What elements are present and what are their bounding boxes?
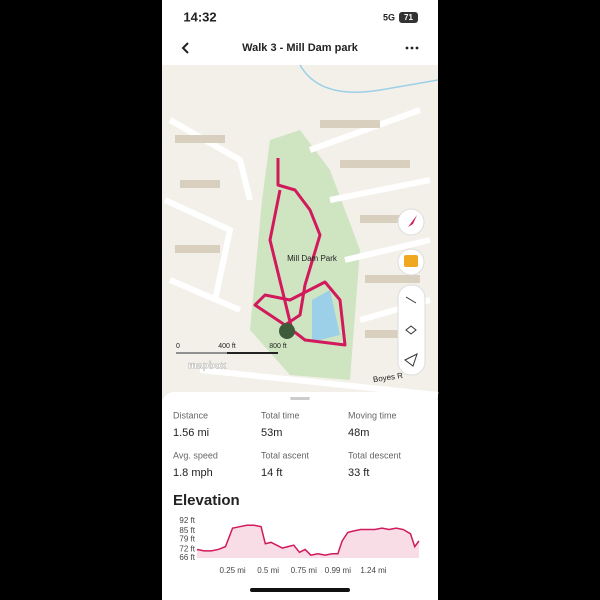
- stat-label: Moving time: [348, 410, 397, 420]
- stat-label: Total ascent: [261, 450, 310, 460]
- more-button[interactable]: [405, 46, 419, 50]
- map-controls[interactable]: [397, 284, 426, 376]
- park-label: Mill Dam Park: [287, 254, 338, 263]
- y-tick-label: 72 ft: [179, 545, 195, 554]
- chart-title: Elevation: [173, 492, 240, 509]
- y-tick-label: 92 ft: [179, 516, 195, 525]
- scale-label: 800 ft: [269, 343, 287, 350]
- battery-icon: [399, 12, 418, 23]
- home-indicator: [250, 588, 350, 592]
- stat-label: Distance: [173, 410, 208, 420]
- stat-value: 48m: [348, 427, 369, 439]
- grabber: [290, 397, 310, 400]
- stat-value: 53m: [261, 427, 282, 439]
- stat-label: Avg. speed: [173, 450, 218, 460]
- x-tick-label: 0.75 mi: [291, 566, 317, 575]
- elevation-area: [197, 525, 419, 558]
- road-label: Boyes R: [372, 371, 403, 384]
- battery: 71: [404, 13, 413, 22]
- y-tick-label: 66 ft: [179, 553, 195, 562]
- header-title: Walk 3 - Mill Dam park: [242, 42, 359, 54]
- x-tick-label: 0.25 mi: [219, 566, 245, 575]
- attribution: mapbox: [188, 361, 227, 372]
- y-tick-label: 85 ft: [179, 526, 195, 535]
- stat-value: 1.8 mph: [173, 467, 213, 479]
- network: 5G: [383, 12, 395, 22]
- y-tick-label: 79 ft: [179, 535, 195, 544]
- stat-value: 14 ft: [261, 467, 282, 479]
- time: 14:32: [183, 9, 216, 24]
- stat-value: 33 ft: [348, 467, 369, 479]
- stats-panel: [162, 392, 438, 600]
- compass-button[interactable]: [397, 208, 425, 236]
- x-tick-label: 0.5 mi: [257, 566, 279, 575]
- scale-label: 0: [176, 343, 180, 350]
- map[interactable]: Mill Dam Park Boyes R 0 400 ft 800 ft ma…: [162, 64, 439, 400]
- stat-value: 1.56 mi: [173, 427, 209, 439]
- elevation-line: [196, 524, 420, 556]
- scale-label: 400 ft: [218, 343, 236, 350]
- stat-label: Total time: [261, 410, 300, 420]
- x-tick-label: 1.24 mi: [360, 566, 386, 575]
- x-tick-label: 0.99 mi: [325, 566, 351, 575]
- stat-label: Total descent: [348, 450, 402, 460]
- back-button[interactable]: [181, 42, 189, 54]
